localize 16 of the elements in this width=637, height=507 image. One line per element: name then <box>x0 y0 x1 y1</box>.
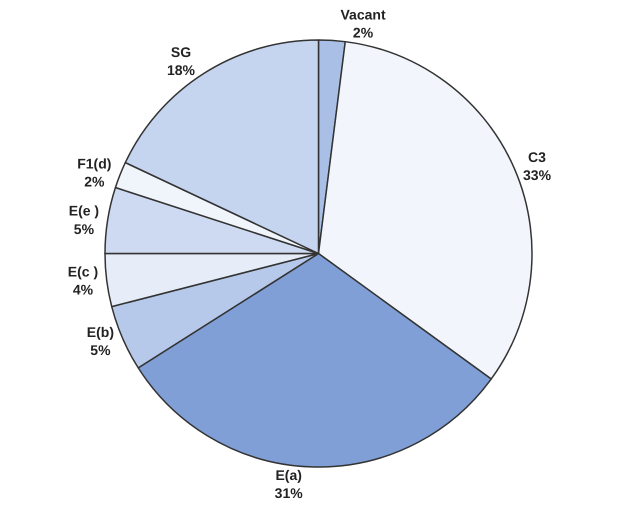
slice-label: C3 <box>528 148 546 165</box>
data-label: 5% <box>74 220 95 237</box>
data-label: 2% <box>352 24 374 40</box>
data-label: 2% <box>84 174 105 190</box>
data-label: 33% <box>522 167 552 184</box>
slice-label: F1(d) <box>77 155 112 172</box>
slice-label: Vacant <box>340 6 386 22</box>
slice-label: E(a) <box>275 466 302 483</box>
data-label: 31% <box>274 485 304 502</box>
slice-label: E(e ) <box>68 202 100 219</box>
data-label: 4% <box>72 282 94 298</box>
slice-label: SG <box>170 44 192 60</box>
slice-label: E(c ) <box>68 263 98 280</box>
slice-label: E(b) <box>86 324 114 340</box>
data-label: 18% <box>166 62 196 78</box>
data-label: 5% <box>90 342 112 358</box>
